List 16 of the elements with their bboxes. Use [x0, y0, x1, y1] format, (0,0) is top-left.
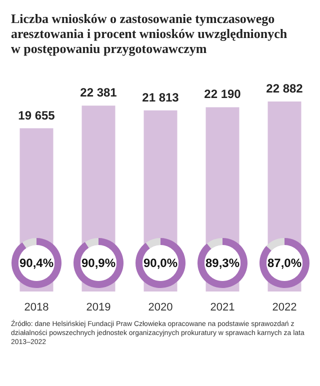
- x-tick-label: 2022: [272, 302, 297, 314]
- data-label: 21 813: [142, 90, 180, 104]
- data-label: 90,4%: [19, 256, 54, 270]
- data-label: 19 655: [18, 108, 56, 122]
- data-label: 22 882: [266, 82, 304, 96]
- chart-title: Liczba wniosków o zastosowanie tymczasowego aresztowania i procent wniosków uwzględnionych w postępowaniu przygotowawczym: [11, 11, 288, 56]
- x-tick-label: 2019: [86, 302, 111, 314]
- data-label: 87,0%: [267, 256, 302, 270]
- x-tick-label: 2018: [24, 302, 49, 314]
- data-label: 22 381: [80, 86, 118, 100]
- x-tick-label: 2020: [148, 302, 173, 314]
- data-label: 90,9%: [81, 256, 116, 270]
- data-label: 90,0%: [143, 256, 178, 270]
- data-label: 22 190: [204, 87, 242, 102]
- data-label: 89,3%: [205, 256, 240, 270]
- x-tick-label: 2021: [210, 302, 235, 314]
